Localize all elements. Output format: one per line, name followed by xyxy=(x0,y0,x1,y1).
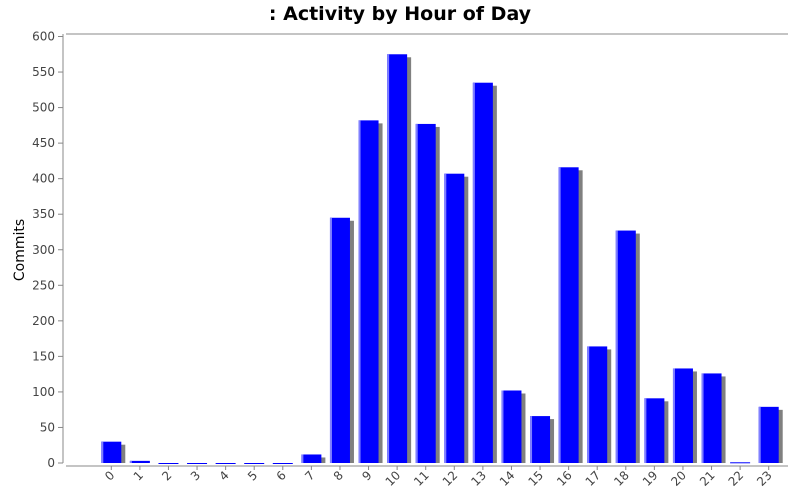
x-tick-label: 6 xyxy=(274,468,289,483)
bar-hour-21 xyxy=(701,373,722,463)
bar-hour-2 xyxy=(158,463,179,464)
x-tick-label: 23 xyxy=(754,468,775,489)
y-tick-label: 250 xyxy=(32,278,55,292)
bar-hour-16 xyxy=(558,167,579,463)
bar-highlight xyxy=(358,120,361,464)
x-tick-label: 9 xyxy=(359,468,374,483)
y-tick-label: 600 xyxy=(32,30,55,44)
x-tick-label: 0 xyxy=(102,468,117,483)
bar-hour-6 xyxy=(272,463,293,464)
x-tick-label: 21 xyxy=(697,468,718,489)
x-axis-ticks: 0 1 2 3 4 5 6 7 8 9 10 11 12 13 14 15 16 17 18 19 20 21 22 23 xyxy=(102,466,775,489)
bar-highlight xyxy=(472,82,475,464)
y-axis-ticks: 0 50 100 150 200 250 300 350 400 450 500 550 600 xyxy=(32,30,63,470)
bar-highlight xyxy=(501,390,504,463)
bar-highlight xyxy=(701,373,704,463)
y-tick-label: 200 xyxy=(32,314,55,328)
bar-highlight xyxy=(415,123,418,464)
bar-highlight xyxy=(444,173,447,463)
x-tick-label: 16 xyxy=(554,468,575,489)
bar-hour-15 xyxy=(530,416,551,463)
x-tick-label: 3 xyxy=(188,468,203,483)
y-tick-label: 0 xyxy=(47,456,55,470)
x-tick-label: 20 xyxy=(668,468,689,489)
x-tick-label: 8 xyxy=(331,468,346,483)
bar-highlight xyxy=(615,230,618,463)
x-tick-label: 22 xyxy=(726,468,747,489)
bar-highlight xyxy=(129,460,132,463)
bar-hour-10 xyxy=(387,54,408,463)
bar-highlight xyxy=(644,398,647,463)
x-tick-label: 11 xyxy=(411,468,432,489)
y-tick-label: 300 xyxy=(32,243,55,257)
bar-hour-12 xyxy=(444,173,465,463)
x-tick-label: 4 xyxy=(216,468,231,483)
y-tick-label: 50 xyxy=(40,420,55,434)
bar-hour-17 xyxy=(587,346,608,463)
bar-highlight xyxy=(672,368,675,463)
x-tick-label: 1 xyxy=(131,468,146,483)
y-tick-label: 500 xyxy=(32,101,55,115)
y-tick-label: 100 xyxy=(32,385,55,399)
bar-hour-23 xyxy=(758,406,779,463)
bar-hour-22 xyxy=(730,462,751,464)
x-tick-label: 10 xyxy=(383,468,404,489)
bar-highlight xyxy=(558,167,561,463)
bar-hour-13 xyxy=(472,82,493,464)
bar-hour-7 xyxy=(301,454,322,463)
bar-highlight xyxy=(758,406,761,463)
bar-highlight xyxy=(587,346,590,463)
y-tick-label: 550 xyxy=(32,65,55,79)
x-tick-label: 14 xyxy=(497,468,518,489)
x-tick-label: 13 xyxy=(468,468,489,489)
bar-hour-18 xyxy=(615,230,636,463)
bar-hour-11 xyxy=(415,123,436,464)
x-tick-label: 15 xyxy=(525,468,546,489)
bar-highlight xyxy=(530,416,533,463)
x-tick-label: 5 xyxy=(245,468,260,483)
y-tick-label: 150 xyxy=(32,349,55,363)
x-tick-label: 7 xyxy=(302,468,317,483)
bar-highlight xyxy=(387,54,390,463)
bar-highlight xyxy=(329,217,332,463)
x-tick-label: 2 xyxy=(159,468,174,483)
bar-highlight xyxy=(101,441,104,463)
chart-title: : Activity by Hour of Day xyxy=(269,3,532,25)
x-tick-label: 17 xyxy=(583,468,604,489)
bar-hour-3 xyxy=(187,463,208,464)
x-tick-label: 19 xyxy=(640,468,661,489)
bar-hour-1 xyxy=(129,460,150,463)
y-axis-label: Commits xyxy=(12,219,28,281)
bar-highlight xyxy=(301,454,304,463)
bar-hour-14 xyxy=(501,390,522,463)
bar-hour-20 xyxy=(672,368,693,463)
x-tick-label: 12 xyxy=(440,468,461,489)
bar-hour-19 xyxy=(644,398,665,463)
y-tick-label: 450 xyxy=(32,136,55,150)
bar-hour-8 xyxy=(329,217,350,463)
bar-hour-9 xyxy=(358,120,379,464)
y-tick-label: 400 xyxy=(32,172,55,186)
bar-hour-4 xyxy=(215,463,236,464)
x-tick-label: 18 xyxy=(611,468,632,489)
bar-hour-5 xyxy=(244,463,265,464)
bars xyxy=(101,54,779,464)
bar-hour-0 xyxy=(101,441,122,463)
y-tick-label: 350 xyxy=(32,207,55,221)
